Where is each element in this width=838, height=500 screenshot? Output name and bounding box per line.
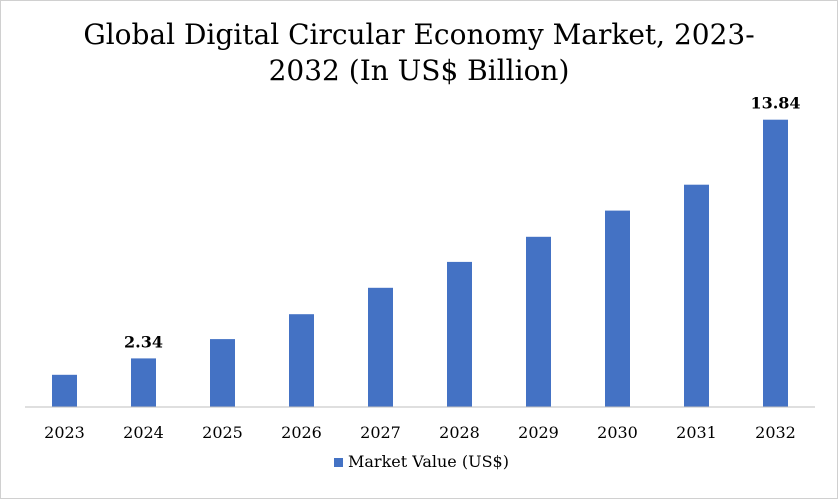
bar-2030 [605, 210, 630, 407]
data-label-2032: 13.84 [750, 94, 800, 113]
bar-2028 [447, 261, 472, 407]
legend-swatch [334, 458, 343, 467]
bar-2025 [210, 339, 235, 407]
bar-2029 [526, 236, 551, 407]
x-tick-label-2025: 2025 [202, 423, 243, 442]
bar-2023 [52, 374, 77, 407]
bar-2032 [763, 119, 788, 407]
chart-title-line-2: 2032 (In US$ Billion) [268, 54, 570, 87]
x-tick-label-2029: 2029 [518, 423, 559, 442]
x-tick-label-2024: 2024 [123, 423, 164, 442]
chart-title-line-1: Global Digital Circular Economy Market, … [83, 18, 755, 51]
data-label-2024: 2.34 [124, 332, 163, 351]
x-tick-label-2023: 2023 [44, 423, 85, 442]
x-tick-label-2030: 2030 [597, 423, 638, 442]
bar-2024 [131, 358, 156, 407]
bar-2031 [684, 184, 709, 407]
legend-label: Market Value (US$) [348, 452, 509, 471]
x-tick-label-2026: 2026 [281, 423, 322, 442]
bar-2027 [368, 287, 393, 407]
x-tick-label-2032: 2032 [755, 423, 796, 442]
x-tick-label-2027: 2027 [360, 423, 401, 442]
x-tick-label-2031: 2031 [676, 423, 717, 442]
bar-2026 [289, 314, 314, 407]
chart-title: Global Digital Circular Economy Market, … [61, 17, 777, 89]
x-tick-label-2028: 2028 [439, 423, 480, 442]
